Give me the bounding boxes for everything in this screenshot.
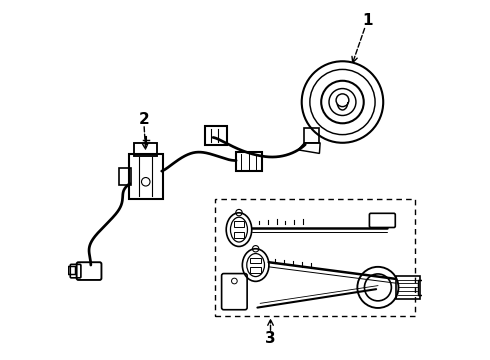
Bar [250, 267, 261, 273]
Text: 2: 2 [139, 112, 149, 126]
Bar [234, 233, 245, 238]
Bar [234, 221, 245, 227]
Text: 1: 1 [362, 13, 372, 28]
Text: 3: 3 [265, 331, 276, 346]
Bar [215, 199, 415, 316]
Bar [250, 258, 261, 263]
